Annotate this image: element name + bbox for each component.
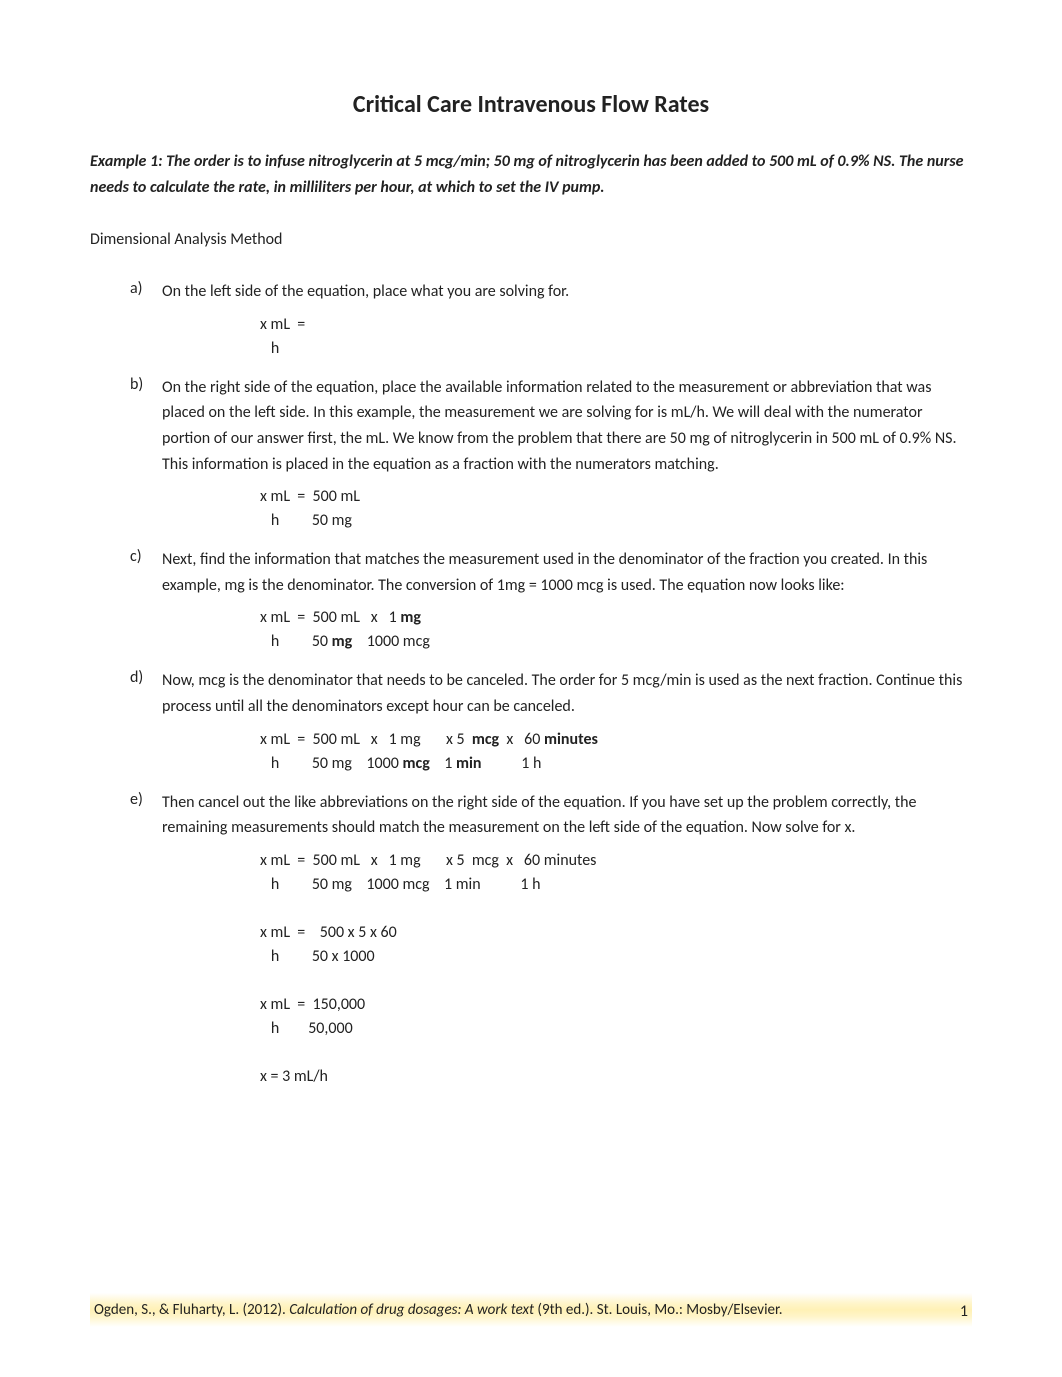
list-content: On the left side of the equation, place …	[162, 279, 972, 305]
list-content: Next, find the information that matches …	[162, 547, 972, 598]
example-intro: Example 1: The order is to infuse nitrog…	[90, 149, 972, 200]
list-content: On the right side of the equation, place…	[162, 375, 972, 477]
list-marker: c)	[130, 547, 162, 598]
equation-line: x mL = 500 mL x 1 mg x 5 mcg x 60 minute…	[260, 728, 972, 752]
equation-line: h	[260, 337, 972, 361]
steps-list: a)On the left side of the equation, plac…	[90, 279, 972, 1089]
equation-line: x = 3 mL/h	[260, 1065, 972, 1089]
list-item: b)On the right side of the equation, pla…	[90, 375, 972, 477]
equation-block: x mL = 500 mL h 50 mg	[90, 485, 972, 533]
equation-line: x mL = 500 mL x 1 mg x 5 mcg x 60 minute…	[260, 849, 972, 873]
citation-title: Calculation of drug dosages: A work text	[289, 1301, 537, 1319]
equation-block: x mL = 500 mL x 1 mg x 5 mcg x 60 minute…	[90, 849, 972, 1089]
list-item: c)Next, find the information that matche…	[90, 547, 972, 598]
list-item: e)Then cancel out the like abbreviations…	[90, 790, 972, 841]
list-marker: a)	[130, 279, 162, 305]
equation-block: x mL = 500 mL x 1 mg h 50 mg 1000 mcg	[90, 606, 972, 654]
list-content: Then cancel out the like abbreviations o…	[162, 790, 972, 841]
equation-line: x mL = 500 x 5 x 60	[260, 921, 972, 945]
equation-line	[260, 897, 972, 921]
equation-line: h 50 mg 1000 mcg	[260, 630, 972, 654]
equation-block: x mL = h	[90, 313, 972, 361]
equation-line: h 50 mg	[260, 509, 972, 533]
list-item: d)Now, mcg is the denominator that needs…	[90, 668, 972, 719]
equation-line: h 50,000	[260, 1017, 972, 1041]
list-marker: d)	[130, 668, 162, 719]
equation-line: x mL = 500 mL	[260, 485, 972, 509]
list-marker: b)	[130, 375, 162, 477]
list-marker: e)	[130, 790, 162, 841]
equation-line: x mL = 500 mL x 1 mg	[260, 606, 972, 630]
equation-line: h 50 mg 1000 mcg 1 min 1 h	[260, 873, 972, 897]
equation-line: x mL =	[260, 313, 972, 337]
equation-line: h 50 mg 1000 mcg 1 min 1 h	[260, 752, 972, 776]
method-label: Dimensional Analysis Method	[90, 230, 972, 249]
page-number: 1	[940, 1302, 968, 1321]
page-title: Critical Care Intravenous Flow Rates	[90, 90, 972, 119]
equation-block: x mL = 500 mL x 1 mg x 5 mcg x 60 minute…	[90, 728, 972, 776]
citation: Ogden, S., & Fluharty, L. (2012). Calcul…	[94, 1299, 783, 1322]
equation-line	[260, 1041, 972, 1065]
equation-line: h 50 x 1000	[260, 945, 972, 969]
list-content: Now, mcg is the denominator that needs t…	[162, 668, 972, 719]
citation-rest: (9th ed.). St. Louis, Mo.: Mosby/Elsevie…	[537, 1301, 782, 1319]
citation-authors: Ogden, S., & Fluharty, L. (2012).	[94, 1301, 289, 1319]
equation-line: x mL = 150,000	[260, 993, 972, 1017]
list-item: a)On the left side of the equation, plac…	[90, 279, 972, 305]
footer: Ogden, S., & Fluharty, L. (2012). Calcul…	[90, 1293, 972, 1328]
equation-line	[260, 969, 972, 993]
